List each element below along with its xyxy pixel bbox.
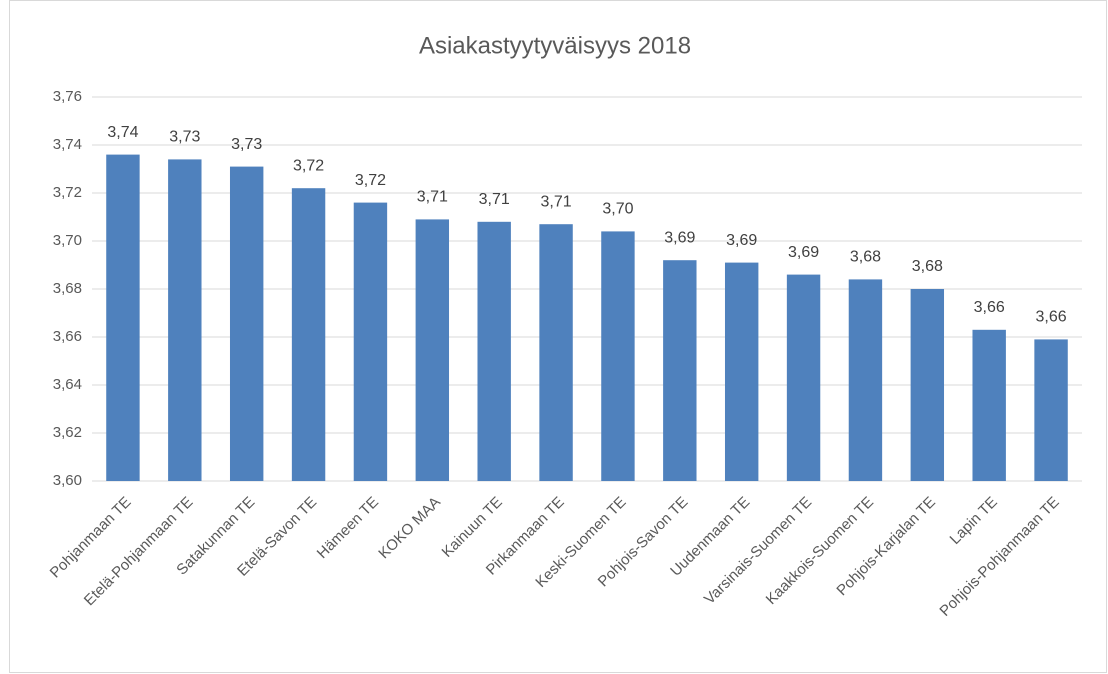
y-tick-label: 3,66	[53, 328, 82, 345]
value-label: 3,68	[912, 258, 943, 275]
value-label: 3,71	[479, 191, 510, 208]
bar	[168, 159, 202, 481]
value-label: 3,73	[169, 129, 200, 146]
value-label: 3,74	[107, 124, 138, 141]
y-tick-label: 3,68	[53, 280, 82, 297]
bar	[353, 202, 388, 481]
bar	[663, 260, 697, 481]
y-tick-label: 3,74	[53, 136, 82, 153]
value-label: 3,69	[788, 244, 819, 261]
y-tick-label: 3,64	[53, 376, 82, 393]
bar	[910, 289, 945, 481]
chart-title: Asiakastyytyväisyys 2018	[419, 32, 691, 59]
bar	[291, 188, 326, 481]
y-tick-label: 3,70	[53, 232, 82, 249]
value-label: 3,68	[850, 249, 881, 266]
y-tick-label: 3,76	[53, 88, 82, 105]
bar	[477, 221, 511, 482]
bar	[229, 166, 264, 481]
value-label: 3,71	[417, 189, 448, 206]
bar	[848, 279, 883, 481]
bar	[786, 274, 821, 481]
value-label: 3,69	[726, 232, 757, 249]
value-label: 3,71	[540, 193, 571, 210]
value-label: 3,72	[293, 157, 324, 174]
bar	[724, 262, 759, 481]
bar	[415, 219, 450, 481]
bar	[601, 231, 635, 481]
bar	[539, 224, 573, 481]
y-tick-label: 3,72	[53, 184, 82, 201]
value-label: 3,66	[1035, 309, 1066, 326]
value-label: 3,72	[355, 172, 386, 189]
y-tick-label: 3,62	[53, 424, 82, 441]
value-label: 3,73	[231, 136, 262, 153]
bar	[106, 154, 140, 481]
value-label: 3,66	[974, 299, 1005, 316]
value-label: 3,70	[602, 201, 633, 218]
bar	[972, 329, 1006, 481]
bar	[1034, 339, 1068, 481]
value-label: 3,69	[664, 229, 695, 246]
y-tick-label: 3,60	[53, 472, 82, 489]
